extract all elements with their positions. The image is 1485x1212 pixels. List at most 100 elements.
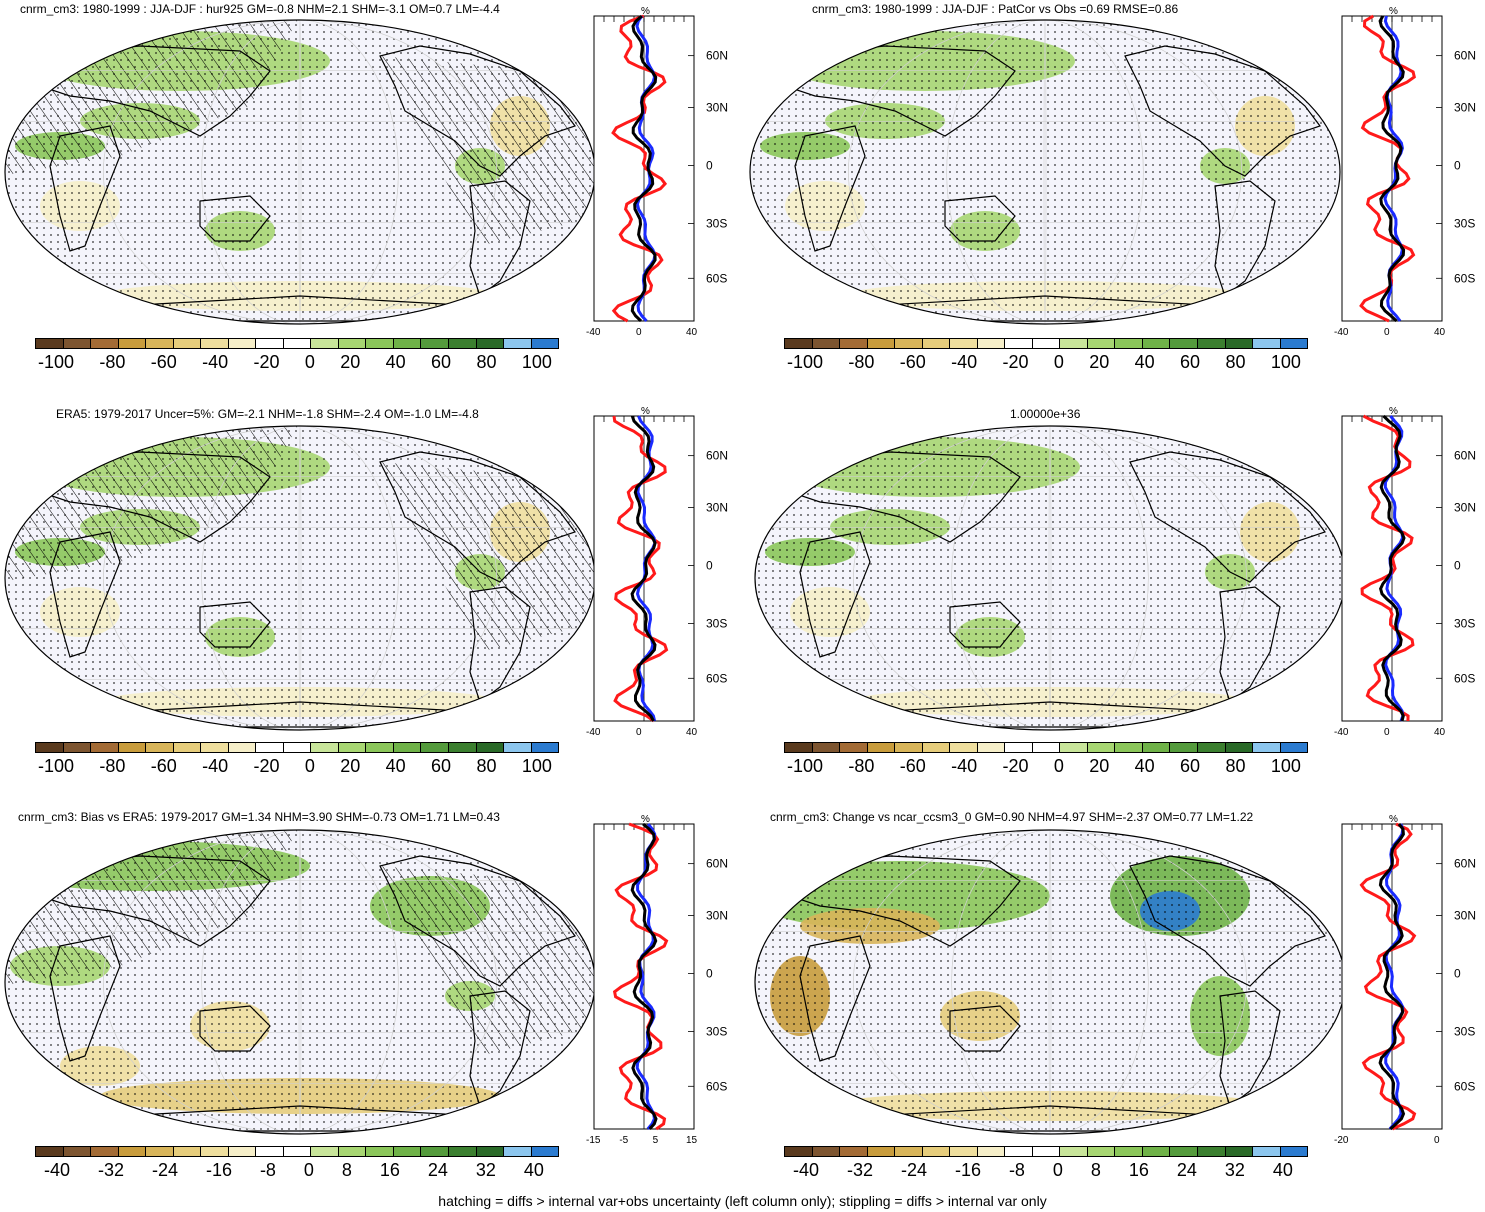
colorbar-swatch bbox=[1197, 339, 1226, 348]
lat-label: 30S bbox=[1454, 616, 1475, 630]
colorbar-tick-label: 0 bbox=[1053, 756, 1064, 776]
coastline bbox=[794, 125, 866, 252]
coastline bbox=[49, 935, 121, 1062]
coastline bbox=[379, 45, 576, 177]
graticule-meridian bbox=[103, 830, 497, 1134]
lat-label: 60N bbox=[706, 857, 728, 871]
colorbar-swatch bbox=[393, 1147, 422, 1156]
zonal-plot-unit: % bbox=[641, 406, 650, 417]
colorbar-tick-label: -40 bbox=[202, 352, 229, 372]
colorbar-tick-label: 20 bbox=[1089, 756, 1110, 776]
colorbar-tick-label: -100 bbox=[787, 756, 824, 776]
colorbar-swatch bbox=[977, 1147, 1006, 1156]
colorbar-swatch bbox=[812, 743, 841, 752]
coastline bbox=[379, 855, 576, 987]
colorbar-swatch bbox=[1142, 743, 1171, 752]
colorbar-swatch bbox=[1005, 339, 1033, 348]
graticule-meridian bbox=[951, 426, 1149, 730]
coastline bbox=[789, 855, 1021, 947]
coastline bbox=[799, 935, 871, 1062]
lat-label: 30S bbox=[706, 216, 727, 230]
x-tick-label: -15 bbox=[586, 1135, 601, 1146]
graticule-meridian bbox=[951, 830, 1149, 1134]
graticule-meridian bbox=[201, 830, 399, 1134]
zonal-plot-unit: % bbox=[1389, 814, 1398, 825]
colorbar-swatch bbox=[91, 339, 119, 348]
colorbar-swatch bbox=[201, 743, 229, 752]
x-tick-label: -40 bbox=[586, 327, 601, 338]
colorbar-swatch bbox=[146, 339, 174, 348]
zonal-plot-unit: % bbox=[641, 6, 650, 17]
colorbar-tick-label: -8 bbox=[1008, 1160, 1025, 1180]
colorbar-swatch bbox=[531, 743, 559, 752]
colorbar-swatch bbox=[922, 339, 951, 348]
colorbar-tick-label: 40 bbox=[385, 352, 406, 372]
coastline bbox=[199, 195, 271, 242]
x-tick-label: 40 bbox=[1434, 327, 1446, 338]
colorbar-tick-label: 80 bbox=[1225, 756, 1246, 776]
map-panel-3 bbox=[4, 425, 596, 731]
lat-label: 30S bbox=[1454, 1024, 1475, 1038]
coastline bbox=[39, 855, 271, 947]
colorbar-swatch bbox=[1087, 339, 1116, 348]
lat-label: 0 bbox=[1454, 558, 1461, 572]
x-tick-label: 0 bbox=[636, 327, 642, 338]
colorbar-swatch bbox=[977, 339, 1006, 348]
colorbar-swatch bbox=[895, 1147, 923, 1156]
x-tick-label: 0 bbox=[1384, 327, 1390, 338]
colorbar-swatch bbox=[36, 339, 64, 348]
colorbar-swatch bbox=[228, 1147, 257, 1156]
coastline bbox=[1124, 45, 1321, 177]
colorbar-swatch bbox=[63, 339, 92, 348]
colorbar-tick-label: -40 bbox=[951, 352, 978, 372]
colorbar-swatch bbox=[785, 743, 813, 752]
colorbar-tick-label: 60 bbox=[1180, 756, 1201, 776]
colorbar-swatch bbox=[1115, 339, 1143, 348]
coastline bbox=[1219, 990, 1281, 1107]
colorbar-tick-label: 40 bbox=[1134, 756, 1155, 776]
colorbar-tick-label: -100 bbox=[38, 756, 75, 776]
colorbar-swatch bbox=[118, 339, 147, 348]
colorbar-5 bbox=[35, 1146, 559, 1157]
colorbar-swatch bbox=[867, 339, 896, 348]
map-panel-5 bbox=[4, 829, 596, 1135]
colorbar-tick-label: -24 bbox=[900, 1160, 927, 1180]
colorbar-1 bbox=[35, 338, 559, 349]
colorbar-tick-label: 80 bbox=[476, 756, 497, 776]
graticule-meridian bbox=[1048, 426, 1052, 730]
colorbar-tick-label: -16 bbox=[205, 1160, 232, 1180]
colorbar-swatch bbox=[311, 339, 339, 348]
colorbar-swatch bbox=[867, 1147, 896, 1156]
colorbar-swatch bbox=[256, 743, 284, 752]
colorbar-tick-label: -60 bbox=[899, 756, 926, 776]
x-tick-label: 0 bbox=[1384, 727, 1390, 738]
model-line bbox=[1378, 15, 1406, 323]
colorbar-tick-label: 0 bbox=[304, 756, 315, 776]
colorbar-tick-label: 8 bbox=[341, 1160, 352, 1180]
colorbar-swatch bbox=[393, 743, 422, 752]
colorbar-swatch bbox=[504, 743, 532, 752]
colorbar-swatch bbox=[977, 743, 1006, 752]
colorbar-swatch bbox=[393, 339, 422, 348]
map-field bbox=[755, 830, 1345, 1134]
colorbar-tick-label: 32 bbox=[475, 1160, 496, 1180]
coastline bbox=[1129, 855, 1326, 987]
colorbar-swatch bbox=[421, 1147, 449, 1156]
colorbar-tick-label: 24 bbox=[1176, 1160, 1197, 1180]
lat-label: 30N bbox=[706, 101, 728, 115]
stippling-layer bbox=[750, 20, 1340, 324]
colorbar-swatch bbox=[1115, 743, 1143, 752]
colorbar-tick-label: -100 bbox=[787, 352, 824, 372]
colorbar-tick-label: -20 bbox=[1002, 756, 1029, 776]
colorbar-swatch bbox=[1253, 743, 1281, 752]
x-tick-label: -5 bbox=[619, 1135, 628, 1146]
lat-label: 60N bbox=[1454, 49, 1476, 63]
colorbar-swatch bbox=[476, 339, 505, 348]
colorbar-tick-label: -24 bbox=[151, 1160, 178, 1180]
colorbar-swatch bbox=[118, 1147, 147, 1156]
colorbar-1-labels: -100 -80 -60 -40 -20 0 20 40 60 80 100 bbox=[38, 352, 552, 373]
colorbar-tick-label: -20 bbox=[253, 756, 280, 776]
coastline bbox=[789, 451, 1021, 543]
colorbar-swatch bbox=[283, 339, 312, 348]
colorbar-tick-label: 0 bbox=[304, 352, 315, 372]
